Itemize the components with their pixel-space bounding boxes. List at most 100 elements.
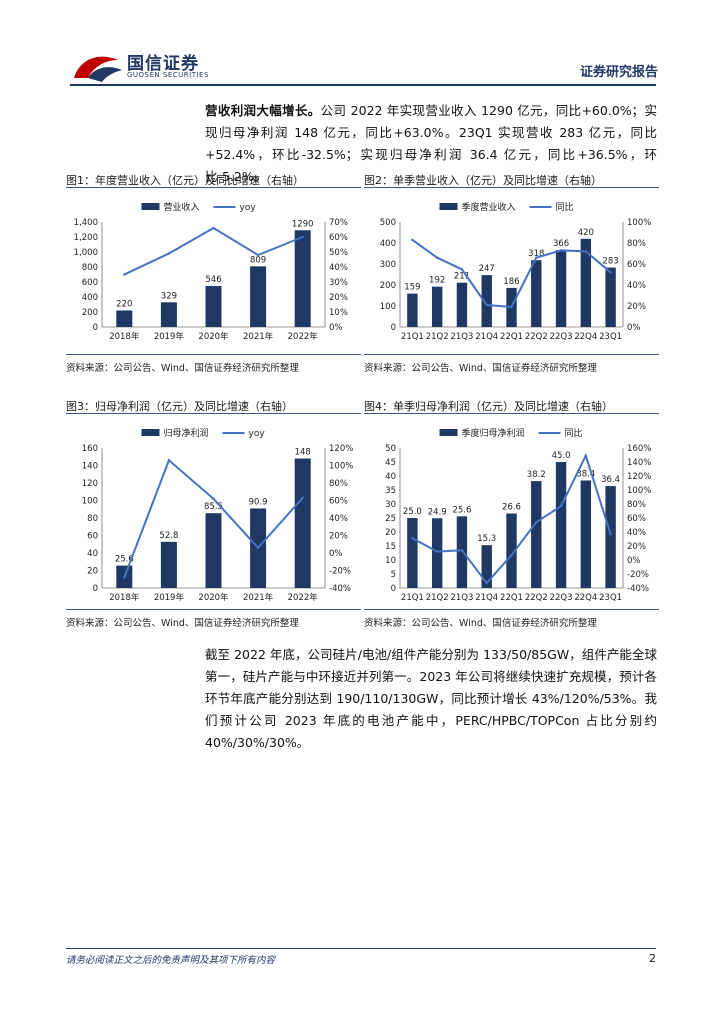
bar-value-label: 192 <box>429 276 445 286</box>
paragraph-capacity: 截至 2022 年底，公司硅片/电池/组件产能分别为 133/50/85GW，组… <box>205 647 657 750</box>
report-type: 证券研究报告 <box>579 65 658 80</box>
x-tick-label: 23Q1 <box>599 593 622 603</box>
chart-source: 资料来源：公司公告、Wind、国信证券经济研究所整理 <box>364 363 597 374</box>
bar <box>605 267 616 327</box>
y2-tick-label: 0% <box>627 323 641 333</box>
y2-tick-label: 10% <box>329 308 348 318</box>
bar <box>160 541 177 588</box>
bar-value-label: 220 <box>116 300 132 310</box>
chart-bottom-rule <box>66 609 361 610</box>
y2-tick-label: 80% <box>627 500 646 510</box>
y-tick-label: 25 <box>385 514 396 524</box>
y-tick-label: 400 <box>380 239 396 249</box>
x-tick-label: 22Q2 <box>525 332 548 342</box>
y-tick-label: 400 <box>82 293 98 303</box>
x-tick-label: 22Q4 <box>574 332 597 342</box>
chart-svg: 季度归母净利润 同比 0 5 10 15 20 25 30 35 40 45 50 -40% -20% 0% 2… <box>385 427 651 603</box>
x-tick-label: 22Q4 <box>574 593 597 603</box>
bar-value-label: 809 <box>250 255 266 265</box>
y-tick-label: 15 <box>385 542 396 552</box>
chart-title: 图1：年度营业收入（亿元）及同比增速（右轴） <box>66 174 304 187</box>
legend-bar-label: 营业收入 <box>164 201 200 213</box>
y2-tick-label: -40% <box>329 584 351 594</box>
bar-value-label: 25.0 <box>403 507 422 517</box>
y-tick-label: 120 <box>82 479 98 489</box>
y2-tick-label: 40% <box>627 281 646 291</box>
yoy-point <box>301 496 304 500</box>
y2-tick-label: 0% <box>627 556 641 566</box>
y-tick-label: 1,000 <box>74 248 98 258</box>
y-tick-label: 0 <box>391 584 396 594</box>
bar <box>431 286 443 327</box>
bar <box>481 545 492 588</box>
y-tick-label: 35 <box>385 486 396 496</box>
x-tick-label: 2020年 <box>198 331 229 342</box>
chart-source: 资料来源：公司公告、Wind、国信证券经济研究所整理 <box>66 363 299 374</box>
header-rule <box>70 84 656 86</box>
y2-tick-label: 20% <box>627 542 646 552</box>
yoy-point <box>435 550 439 553</box>
bar-value-label: 26.6 <box>502 503 521 513</box>
x-tick-label: 21Q1 <box>401 593 424 603</box>
y-tick-label: 200 <box>380 281 396 291</box>
bar <box>605 486 616 588</box>
y-tick-label: 30 <box>385 500 396 510</box>
legend-bar-swatch <box>439 203 458 210</box>
bar-value-label: 15.3 <box>477 534 496 544</box>
x-tick-label: 23Q1 <box>599 332 622 342</box>
chart-svg: 归母净利润 yoy 0 20 40 60 80 100 120 140 160 -40% -20% 0% 2… <box>82 427 354 603</box>
y2-tick-label: 60% <box>329 233 348 243</box>
chart-title-rule <box>66 413 361 414</box>
bar-value-label: 318 <box>528 249 544 259</box>
company-name-en: GUOSEN SECURITIES <box>127 71 209 79</box>
bar <box>294 458 311 588</box>
y2-tick-label: 40% <box>329 514 348 524</box>
yoy-point <box>256 546 260 549</box>
legend-bar-label: 季度营业收入 <box>462 201 516 213</box>
y-tick-label: 20 <box>87 567 98 577</box>
legend-bar-label: 季度归母净利润 <box>462 427 525 439</box>
yoy-point <box>510 305 513 309</box>
y-tick-label: 0 <box>93 584 98 594</box>
bar <box>506 513 517 588</box>
paragraph-lead: 营收利润大幅增长。 <box>205 103 321 118</box>
y-tick-label: 40 <box>385 472 396 482</box>
y-tick-label: 80 <box>87 514 98 524</box>
bar-value-label: 247 <box>479 264 495 274</box>
x-tick-label: 22Q3 <box>550 593 573 603</box>
bar <box>205 286 222 327</box>
y2-tick-label: 20% <box>329 293 348 303</box>
y-tick-label: 45 <box>385 458 396 468</box>
disclaimer-note: 请务必阅读正文之后的免责声明及其项下所有内容 <box>66 955 276 966</box>
x-tick-label: 22Q1 <box>500 593 523 603</box>
x-tick-label: 21Q1 <box>401 332 424 342</box>
yoy-point <box>167 459 171 462</box>
bar <box>481 275 492 327</box>
bar <box>580 480 592 588</box>
x-tick-label: 21Q2 <box>426 593 449 603</box>
chart-bottom-rule <box>66 354 361 355</box>
y-tick-label: 0 <box>391 323 396 333</box>
y2-tick-label: 60% <box>627 514 646 524</box>
y2-tick-label: 20% <box>627 302 646 312</box>
y-tick-label: 600 <box>82 278 98 288</box>
paragraph-body: 公司 2022 年实现营业收入 1290 亿元，同比+60.0%；实现归母净利润… <box>205 103 657 184</box>
x-tick-label: 2019年 <box>154 592 185 603</box>
y2-tick-label: 20% <box>329 532 348 542</box>
y-tick-label: 100 <box>380 302 396 312</box>
y-tick-label: 60 <box>87 532 98 542</box>
x-tick-label: 2021年 <box>243 592 274 603</box>
bar-value-label: 211 <box>454 272 470 282</box>
y2-tick-label: 60% <box>627 260 646 270</box>
chart-title-rule <box>364 187 659 188</box>
yoy-point <box>609 532 612 536</box>
y2-tick-label: 40% <box>627 528 646 538</box>
bar <box>116 310 133 327</box>
x-tick-label: 21Q4 <box>475 593 498 603</box>
bar-value-label: 24.9 <box>428 507 447 517</box>
bar-value-label: 25.6 <box>452 505 471 515</box>
y2-tick-label: 120% <box>329 444 353 454</box>
y2-tick-label: 30% <box>329 278 348 288</box>
y-tick-label: 0 <box>93 323 98 333</box>
chart-svg: 季度营业收入 同比 0 100 200 300 400 500 0% 20% 40% 60% 80% 10… <box>380 201 652 342</box>
